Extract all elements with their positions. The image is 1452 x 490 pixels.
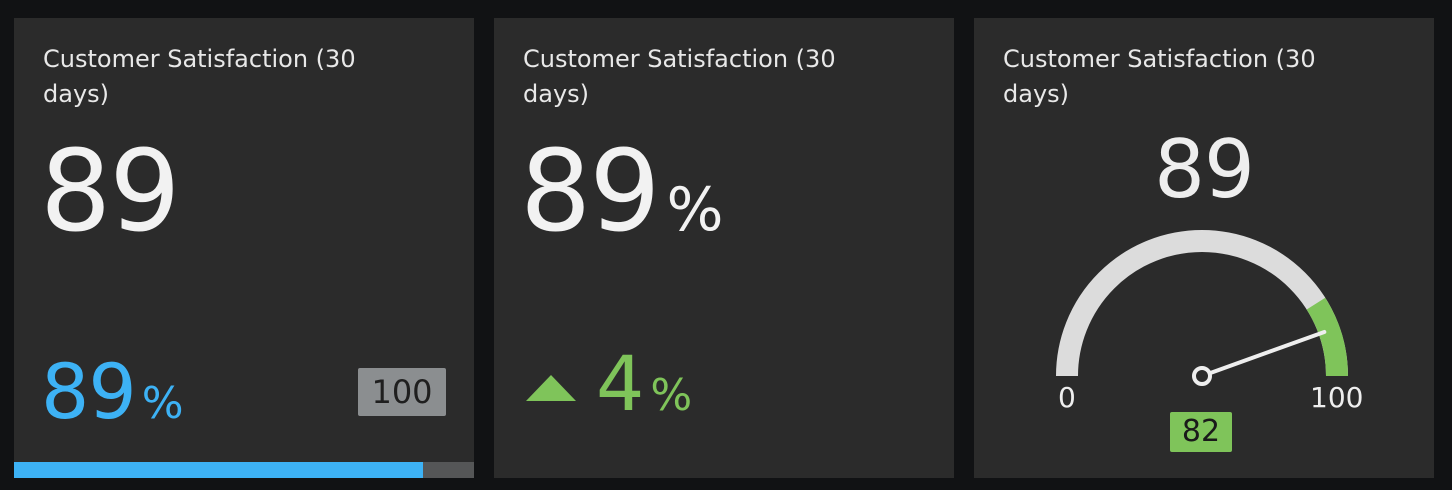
gauge-chart: [1056, 230, 1348, 386]
trend-unit: %: [650, 370, 693, 421]
kpi-value: 89: [40, 127, 181, 257]
gauge-min-label: 0: [1058, 381, 1076, 414]
kpi-number: 89: [520, 127, 661, 257]
gauge-max-label: 100: [1310, 381, 1364, 414]
kpi-value: 89%: [520, 136, 724, 266]
percent-of-max: 89%: [41, 354, 184, 442]
tile-title: Customer Satisfaction (30 days): [523, 45, 836, 108]
percent-number: 89: [41, 347, 137, 436]
kpi-tile-gauge: Customer Satisfaction (30 days) 89 0 100…: [974, 18, 1434, 478]
kpi-value: 89: [1154, 123, 1255, 216]
progress-bar-fill: [14, 462, 424, 478]
tile-title: Customer Satisfaction (30 days): [1003, 45, 1316, 108]
trend-value: 4%: [596, 344, 692, 436]
gauge-arc-green-band: [1306, 297, 1348, 377]
gauge-target-badge: 82: [1170, 412, 1232, 452]
gauge-needle-hub: [1192, 366, 1212, 386]
progress-bar-track: [14, 462, 474, 478]
percent-unit: %: [141, 378, 184, 429]
kpi-unit: %: [666, 175, 724, 245]
gauge-needle: [1209, 329, 1327, 375]
kpi-tile-trend: Customer Satisfaction (30 days) 89% 4%: [494, 18, 954, 478]
trend-number: 4: [596, 339, 645, 428]
triangle-up-icon: [526, 375, 576, 401]
kpi-tile-progress: Customer Satisfaction (30 days) 89 89% 1…: [14, 18, 474, 478]
gauge-arc-track: [1056, 230, 1348, 377]
max-value-badge: 100: [358, 368, 446, 416]
tile-title: Customer Satisfaction (30 days): [43, 45, 356, 108]
